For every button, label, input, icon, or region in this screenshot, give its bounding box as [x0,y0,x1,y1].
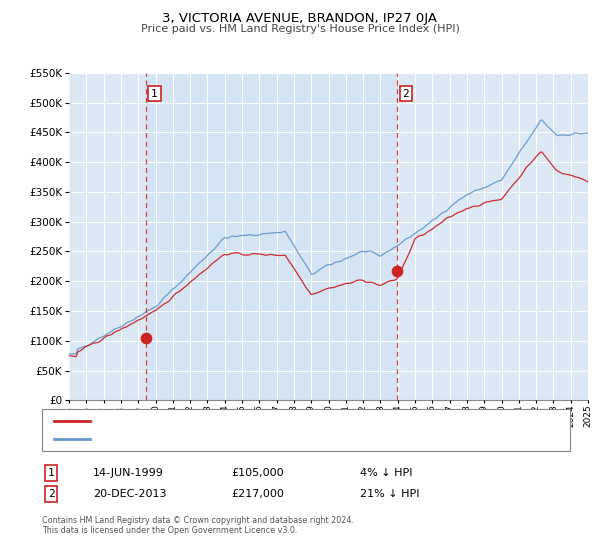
Text: Contains HM Land Registry data © Crown copyright and database right 2024.: Contains HM Land Registry data © Crown c… [42,516,354,525]
Text: 2: 2 [47,489,55,499]
Text: 21% ↓ HPI: 21% ↓ HPI [360,489,419,499]
Text: 4% ↓ HPI: 4% ↓ HPI [360,468,413,478]
Text: Price paid vs. HM Land Registry's House Price Index (HPI): Price paid vs. HM Land Registry's House … [140,24,460,34]
Text: 1: 1 [47,468,55,478]
Text: This data is licensed under the Open Government Licence v3.0.: This data is licensed under the Open Gov… [42,526,298,535]
Text: 20-DEC-2013: 20-DEC-2013 [93,489,167,499]
Point [141,333,151,342]
Text: 3, VICTORIA AVENUE, BRANDON, IP27 0JA: 3, VICTORIA AVENUE, BRANDON, IP27 0JA [163,12,437,25]
Text: HPI: Average price, detached house, West Suffolk: HPI: Average price, detached house, West… [99,434,357,444]
Text: 3, VICTORIA AVENUE, BRANDON, IP27 0JA (detached house): 3, VICTORIA AVENUE, BRANDON, IP27 0JA (d… [99,416,410,426]
Text: 1: 1 [151,88,158,99]
Text: £105,000: £105,000 [231,468,284,478]
Bar [146,73,397,400]
Text: 2: 2 [403,88,409,99]
Text: 14-JUN-1999: 14-JUN-1999 [93,468,164,478]
Point [392,267,402,276]
Text: £217,000: £217,000 [231,489,284,499]
